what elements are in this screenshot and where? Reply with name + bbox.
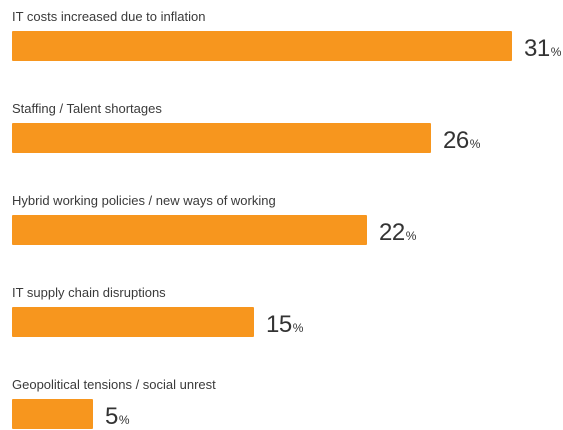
bar: [12, 215, 367, 245]
value-label: 22%: [379, 215, 416, 245]
value-number: 5: [105, 403, 118, 430]
category-label: IT supply chain disruptions: [12, 285, 166, 300]
percent-sign: %: [292, 321, 304, 335]
bar: [12, 31, 512, 61]
percent-sign: %: [118, 413, 130, 427]
value-number: 26: [443, 127, 469, 154]
value-label: 15%: [266, 307, 303, 337]
percent-sign: %: [550, 45, 562, 59]
bar: [12, 307, 254, 337]
percent-sign: %: [405, 229, 417, 243]
value-label: 31%: [524, 31, 561, 61]
category-label: Hybrid working policies / new ways of wo…: [12, 193, 276, 208]
value-label: 26%: [443, 123, 480, 153]
value-number: 22: [379, 219, 405, 246]
category-label: Geopolitical tensions / social unrest: [12, 377, 216, 392]
bar: [12, 123, 431, 153]
category-label: Staffing / Talent shortages: [12, 101, 162, 116]
percent-sign: %: [469, 137, 481, 151]
value-number: 15: [266, 311, 292, 338]
bar: [12, 399, 93, 429]
value-label: 5%: [105, 399, 130, 429]
category-label: IT costs increased due to inflation: [12, 9, 206, 24]
value-number: 31: [524, 35, 550, 62]
